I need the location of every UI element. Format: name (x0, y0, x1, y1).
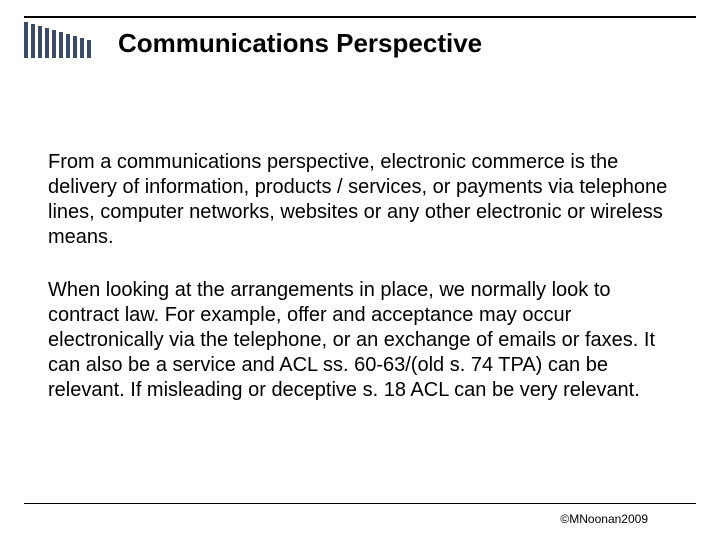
slide: Communications Perspective From a commun… (0, 0, 720, 540)
bottom-horizontal-rule (24, 503, 696, 504)
body-text: From a communications perspective, elect… (48, 150, 672, 431)
copyright-text: ©MNoonan2009 (560, 512, 648, 526)
paragraph-1: From a communications perspective, elect… (48, 150, 672, 250)
slide-title: Communications Perspective (118, 28, 482, 59)
top-horizontal-rule (24, 16, 696, 18)
paragraph-2: When looking at the arrangements in plac… (48, 278, 672, 403)
decor-bars-icon (24, 22, 91, 58)
